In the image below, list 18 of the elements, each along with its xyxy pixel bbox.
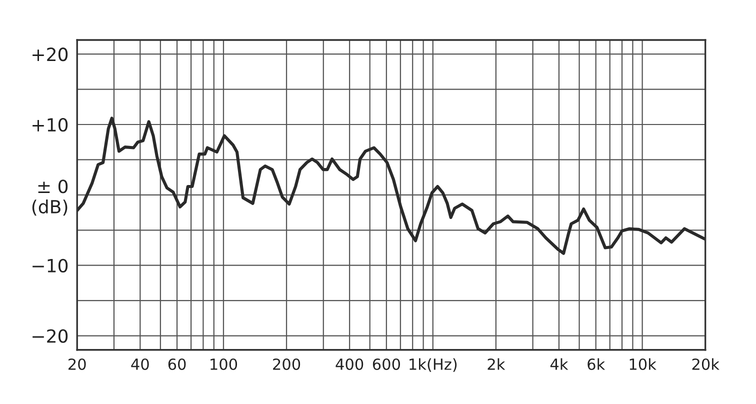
y-tick-label: ± 0 (dB) xyxy=(32,180,68,216)
x-tick-label: 4k xyxy=(550,358,568,370)
x-tick-label: 20k xyxy=(692,358,720,370)
y-tick-label: −20 xyxy=(32,329,68,343)
x-tick-label: 60 xyxy=(168,358,186,370)
y-tick-label: +20 xyxy=(32,48,68,62)
y-tick-label: −10 xyxy=(32,258,68,272)
x-tick-label: 10k xyxy=(630,358,656,370)
x-tick-label: 1k(Hz) xyxy=(410,358,457,372)
x-tick-label: 200 xyxy=(273,358,300,370)
x-tick-label: 6k xyxy=(588,358,606,370)
x-tick-label: 20 xyxy=(68,358,86,370)
x-tick-label: 100 xyxy=(210,358,238,370)
x-tick-label: 40 xyxy=(131,358,149,370)
x-tick-label: 400 xyxy=(336,358,364,370)
y-tick-label: +10 xyxy=(32,118,68,132)
x-tick-label: 2k xyxy=(488,358,506,370)
x-tick-label: 600 xyxy=(372,358,400,370)
